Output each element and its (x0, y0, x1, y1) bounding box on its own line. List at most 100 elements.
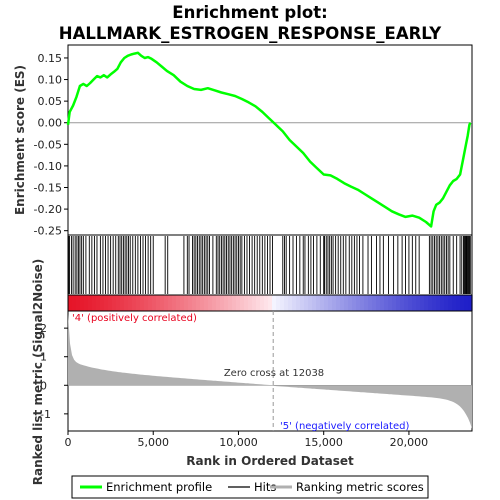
color-bar-segment (332, 295, 337, 311)
color-bar-segment (212, 295, 217, 311)
color-bar-segment (308, 295, 313, 311)
negative-correlation-label: '5' (negatively correlated) (280, 421, 409, 432)
color-bar-segment (420, 295, 425, 311)
color-bar-segment (392, 295, 397, 311)
color-bar-segment (424, 295, 429, 311)
es-tick-label: 0.00 (38, 117, 63, 130)
enrichment-profile-line (66, 51, 472, 228)
color-bar-segment (120, 295, 125, 311)
color-bar-segment (416, 295, 421, 311)
color-bar-segment (284, 295, 289, 311)
color-bar-segment (116, 295, 121, 311)
color-bar-segment (256, 295, 261, 311)
es-axis-ticks: 0.15 0.10 0.05 0.00 -0.05 -0.10 -0.15 -0.20 -0.2… (34, 52, 68, 238)
x-tick-label: 5,000 (137, 436, 169, 449)
x-axis-ticks: 0 5,000 10,000 15,000 20,000 (65, 431, 429, 449)
x-tick-label: 0 (65, 436, 72, 449)
color-bar-segment (276, 295, 281, 311)
color-bar-segment (148, 295, 153, 311)
legend-profile-label: Enrichment profile (106, 480, 212, 494)
metric-axis-ticks: 2 1 0 -1 (40, 322, 68, 421)
color-bar-segment (108, 295, 113, 311)
es-tick-label: 0.05 (38, 95, 63, 108)
color-bar-segment (336, 295, 341, 311)
color-bar-segment (364, 295, 369, 311)
color-bar-segment (152, 295, 157, 311)
x-axis-label: Rank in Ordered Dataset (186, 454, 354, 468)
color-bar-segment (288, 295, 293, 311)
color-bar-segment (100, 295, 105, 311)
metric-y-axis-label: Ranked list metric (Signal2Noise) (31, 259, 45, 486)
color-bar-segment (264, 295, 269, 311)
color-bar-segment (428, 295, 433, 311)
color-bar-segment (300, 295, 305, 311)
metric-tick-label: -1 (40, 408, 51, 421)
x-tick-label: 10,000 (219, 436, 258, 449)
color-bar-segment (280, 295, 285, 311)
color-bar-segment (368, 295, 373, 311)
es-tick-label: -0.20 (34, 203, 62, 216)
color-bar-segment (68, 295, 73, 311)
metric-tick-label: 1 (40, 351, 47, 364)
color-bar-segment (204, 295, 209, 311)
color-bar-segment (272, 295, 277, 311)
color-bar-segment (436, 295, 441, 311)
color-bar-segment (400, 295, 405, 311)
color-bar-segment (228, 295, 233, 311)
color-bar-segment (356, 295, 361, 311)
color-bar-segment (92, 295, 97, 311)
color-bar-segment (444, 295, 449, 311)
color-bar-segment (232, 295, 237, 311)
color-bar-segment (84, 295, 89, 311)
color-bar-segment (452, 295, 457, 311)
color-bar-segment (328, 295, 333, 311)
color-bar-segment (296, 295, 301, 311)
rank-color-bar (68, 295, 473, 311)
color-bar-segment (216, 295, 221, 311)
color-bar-segment (236, 295, 241, 311)
color-bar-segment (172, 295, 177, 311)
color-bar-segment (348, 295, 353, 311)
color-bar-segment (140, 295, 145, 311)
color-bar-segment (360, 295, 365, 311)
color-bar-segment (292, 295, 297, 311)
color-bar-segment (184, 295, 189, 311)
x-tick-label: 20,000 (390, 436, 429, 449)
color-bar-segment (460, 295, 465, 311)
color-bar-segment (128, 295, 133, 311)
color-bar-segment (208, 295, 213, 311)
color-bar-segment (136, 295, 141, 311)
color-bar-segment (464, 295, 469, 311)
color-bar-segment (304, 295, 309, 311)
color-bar-segment (72, 295, 77, 311)
hit-marks (68, 236, 471, 294)
color-bar-segment (132, 295, 137, 311)
color-bar-segment (200, 295, 205, 311)
color-bar-segment (96, 295, 101, 311)
color-bar-segment (448, 295, 453, 311)
es-y-axis-label: Enrichment score (ES) (13, 65, 27, 215)
color-bar-segment (312, 295, 317, 311)
es-tick-label: -0.05 (34, 138, 62, 151)
color-bar-segment (316, 295, 321, 311)
color-bar-segment (244, 295, 249, 311)
color-bar-segment (404, 295, 409, 311)
es-plot-area (67, 44, 473, 236)
metric-tick-label: 0 (40, 379, 47, 392)
color-bar-segment (376, 295, 381, 311)
es-tick-label: -0.25 (34, 225, 62, 238)
color-bar-segment (468, 295, 473, 311)
color-bar-segment (268, 295, 273, 311)
color-bar-segment (196, 295, 201, 311)
color-bar-segment (176, 295, 181, 311)
color-bar-segment (164, 295, 169, 311)
color-bar-segment (352, 295, 357, 311)
color-bar-segment (344, 295, 349, 311)
color-bar-segment (384, 295, 389, 311)
color-bar-segment (80, 295, 85, 311)
es-tick-label: -0.15 (34, 182, 62, 195)
chart-title-line2: HALLMARK_ESTROGEN_RESPONSE_EARLY (59, 24, 442, 43)
legend-metric-label: Ranking metric scores (296, 480, 424, 494)
color-bar-segment (372, 295, 377, 311)
color-bar-segment (248, 295, 253, 311)
